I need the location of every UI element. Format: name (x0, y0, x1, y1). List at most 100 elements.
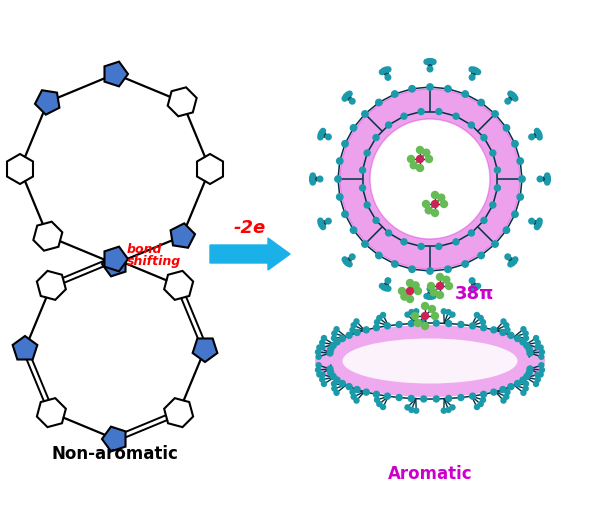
Text: bond: bond (127, 242, 163, 256)
Polygon shape (102, 427, 125, 451)
Circle shape (450, 312, 455, 317)
Circle shape (508, 332, 514, 338)
Circle shape (416, 156, 423, 162)
Circle shape (441, 408, 446, 413)
Circle shape (349, 98, 355, 104)
Circle shape (336, 158, 343, 164)
Circle shape (396, 394, 402, 401)
Circle shape (330, 374, 336, 380)
Circle shape (405, 312, 410, 317)
Circle shape (409, 86, 415, 92)
Circle shape (379, 70, 385, 74)
Circle shape (326, 218, 331, 224)
Circle shape (472, 286, 477, 291)
Circle shape (427, 286, 433, 292)
Circle shape (408, 321, 414, 327)
Circle shape (515, 380, 521, 386)
Circle shape (320, 340, 325, 345)
Circle shape (406, 296, 413, 302)
Circle shape (523, 386, 528, 391)
Circle shape (405, 405, 410, 410)
Circle shape (332, 386, 337, 391)
Circle shape (481, 325, 487, 331)
Circle shape (513, 96, 518, 101)
Circle shape (432, 201, 438, 208)
Circle shape (416, 164, 423, 172)
Circle shape (536, 130, 541, 135)
Circle shape (380, 313, 386, 318)
Circle shape (427, 268, 433, 274)
Circle shape (436, 292, 444, 298)
Circle shape (330, 343, 336, 349)
Circle shape (376, 99, 382, 106)
Circle shape (436, 282, 444, 290)
Circle shape (406, 288, 413, 295)
Circle shape (385, 75, 391, 80)
Circle shape (478, 99, 484, 106)
Circle shape (534, 381, 538, 386)
Circle shape (474, 285, 479, 290)
Circle shape (339, 380, 345, 386)
Circle shape (334, 339, 340, 345)
Circle shape (537, 218, 542, 223)
Circle shape (453, 239, 459, 245)
Circle shape (469, 278, 475, 284)
Circle shape (524, 343, 530, 349)
Circle shape (373, 134, 379, 140)
Circle shape (362, 241, 368, 247)
Circle shape (322, 381, 326, 386)
Circle shape (375, 398, 379, 403)
Circle shape (458, 322, 464, 327)
Circle shape (441, 201, 448, 208)
Circle shape (481, 217, 487, 223)
Circle shape (415, 320, 422, 326)
Circle shape (318, 220, 323, 225)
Circle shape (392, 261, 398, 267)
Circle shape (342, 257, 347, 262)
Circle shape (406, 279, 413, 287)
Circle shape (538, 372, 543, 377)
Circle shape (513, 257, 518, 262)
Circle shape (510, 261, 515, 266)
Circle shape (504, 394, 509, 399)
Circle shape (505, 327, 510, 332)
Circle shape (418, 243, 424, 249)
Circle shape (492, 241, 498, 247)
Circle shape (334, 377, 340, 383)
Circle shape (379, 284, 385, 289)
Circle shape (386, 286, 391, 291)
Circle shape (401, 239, 407, 245)
Circle shape (512, 140, 518, 147)
Circle shape (316, 367, 320, 373)
Circle shape (383, 67, 389, 72)
Circle shape (317, 372, 322, 377)
Circle shape (327, 350, 333, 356)
Circle shape (524, 381, 528, 386)
Circle shape (413, 408, 419, 413)
Circle shape (458, 394, 464, 401)
Ellipse shape (342, 338, 518, 383)
Circle shape (412, 313, 419, 320)
Circle shape (505, 98, 511, 104)
Circle shape (441, 309, 446, 314)
Polygon shape (12, 336, 37, 359)
Polygon shape (102, 251, 125, 276)
Circle shape (310, 173, 315, 178)
Circle shape (423, 149, 430, 156)
Circle shape (527, 350, 533, 356)
Polygon shape (171, 223, 195, 248)
Circle shape (421, 396, 426, 402)
Circle shape (478, 402, 483, 407)
Circle shape (445, 266, 451, 272)
Circle shape (347, 91, 352, 96)
Circle shape (537, 220, 542, 225)
Circle shape (517, 194, 524, 200)
Circle shape (494, 167, 501, 173)
Circle shape (422, 201, 429, 208)
Circle shape (359, 167, 366, 173)
Circle shape (409, 266, 415, 272)
Circle shape (416, 147, 423, 154)
Circle shape (529, 134, 534, 139)
Circle shape (534, 335, 538, 341)
Circle shape (475, 70, 481, 74)
